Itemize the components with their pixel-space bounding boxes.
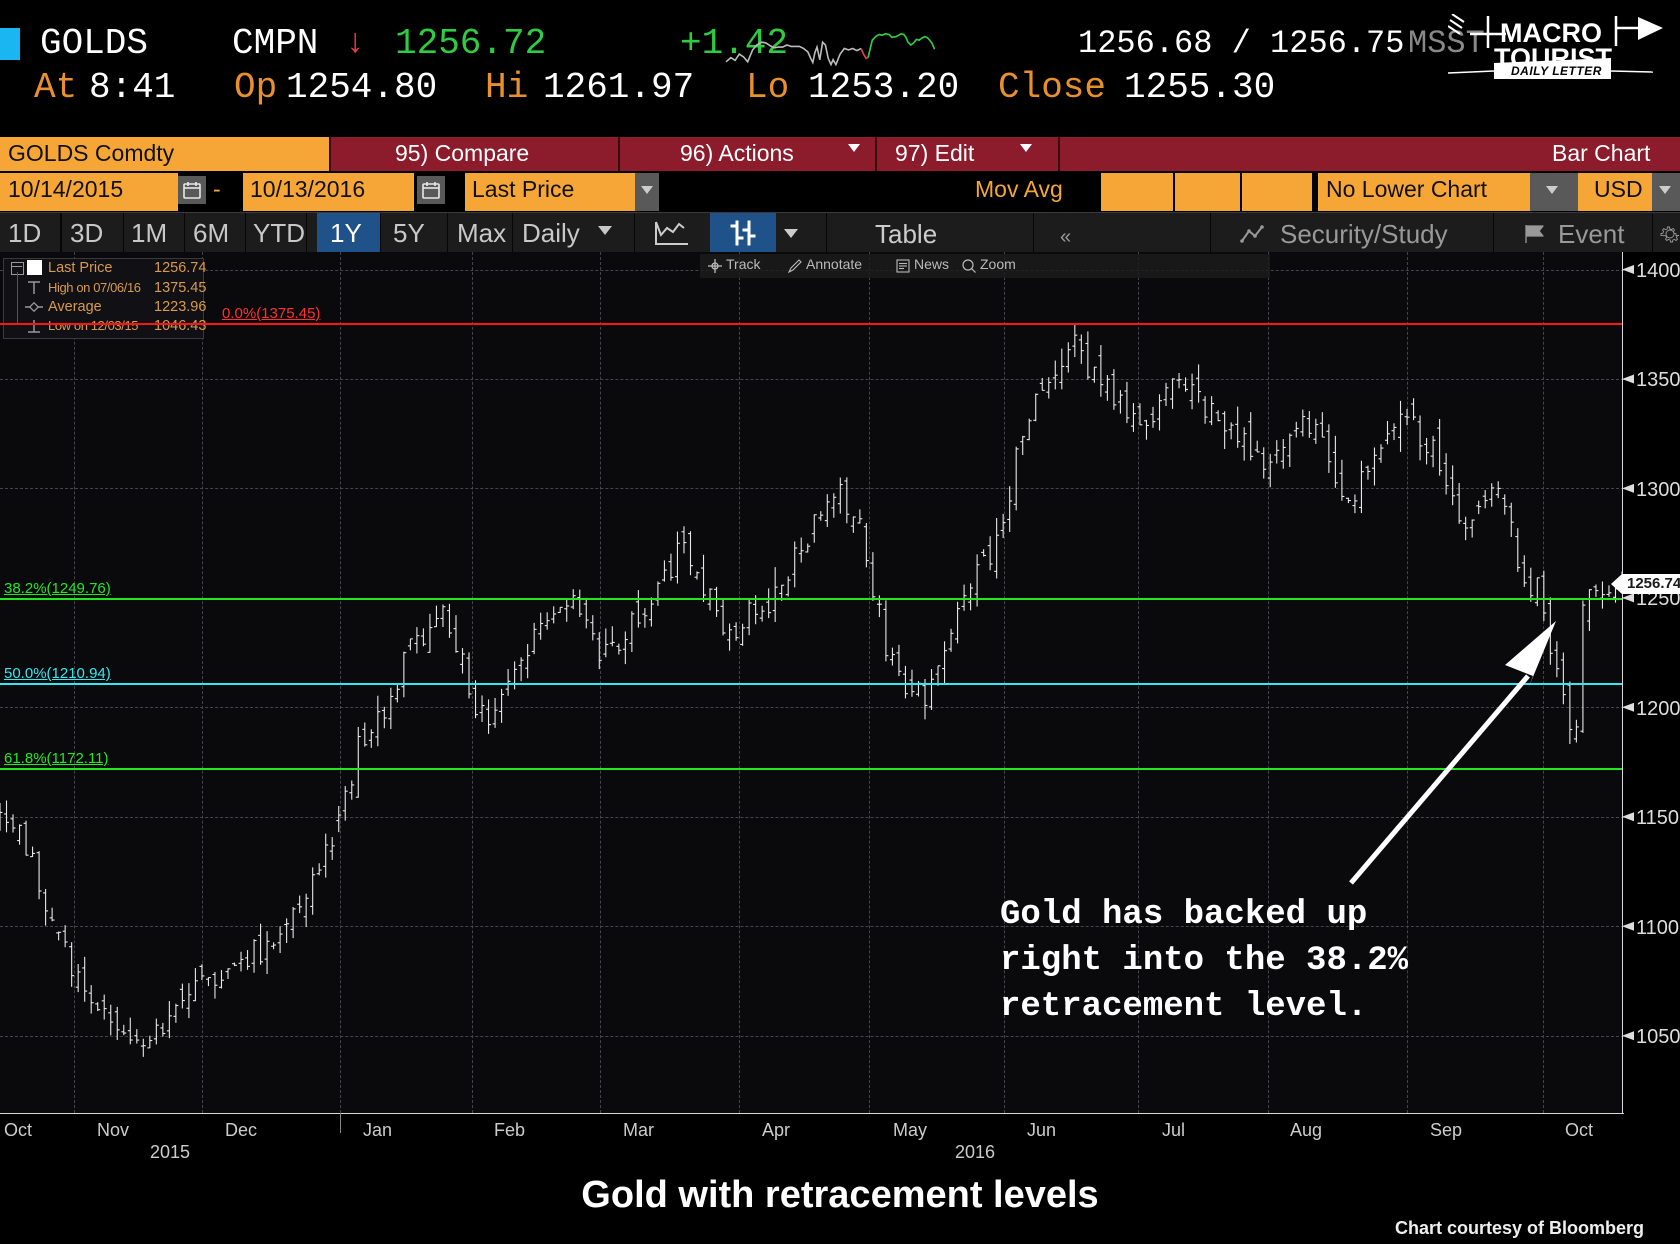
svg-text:DAILY LETTER: DAILY LETTER <box>1511 64 1602 78</box>
